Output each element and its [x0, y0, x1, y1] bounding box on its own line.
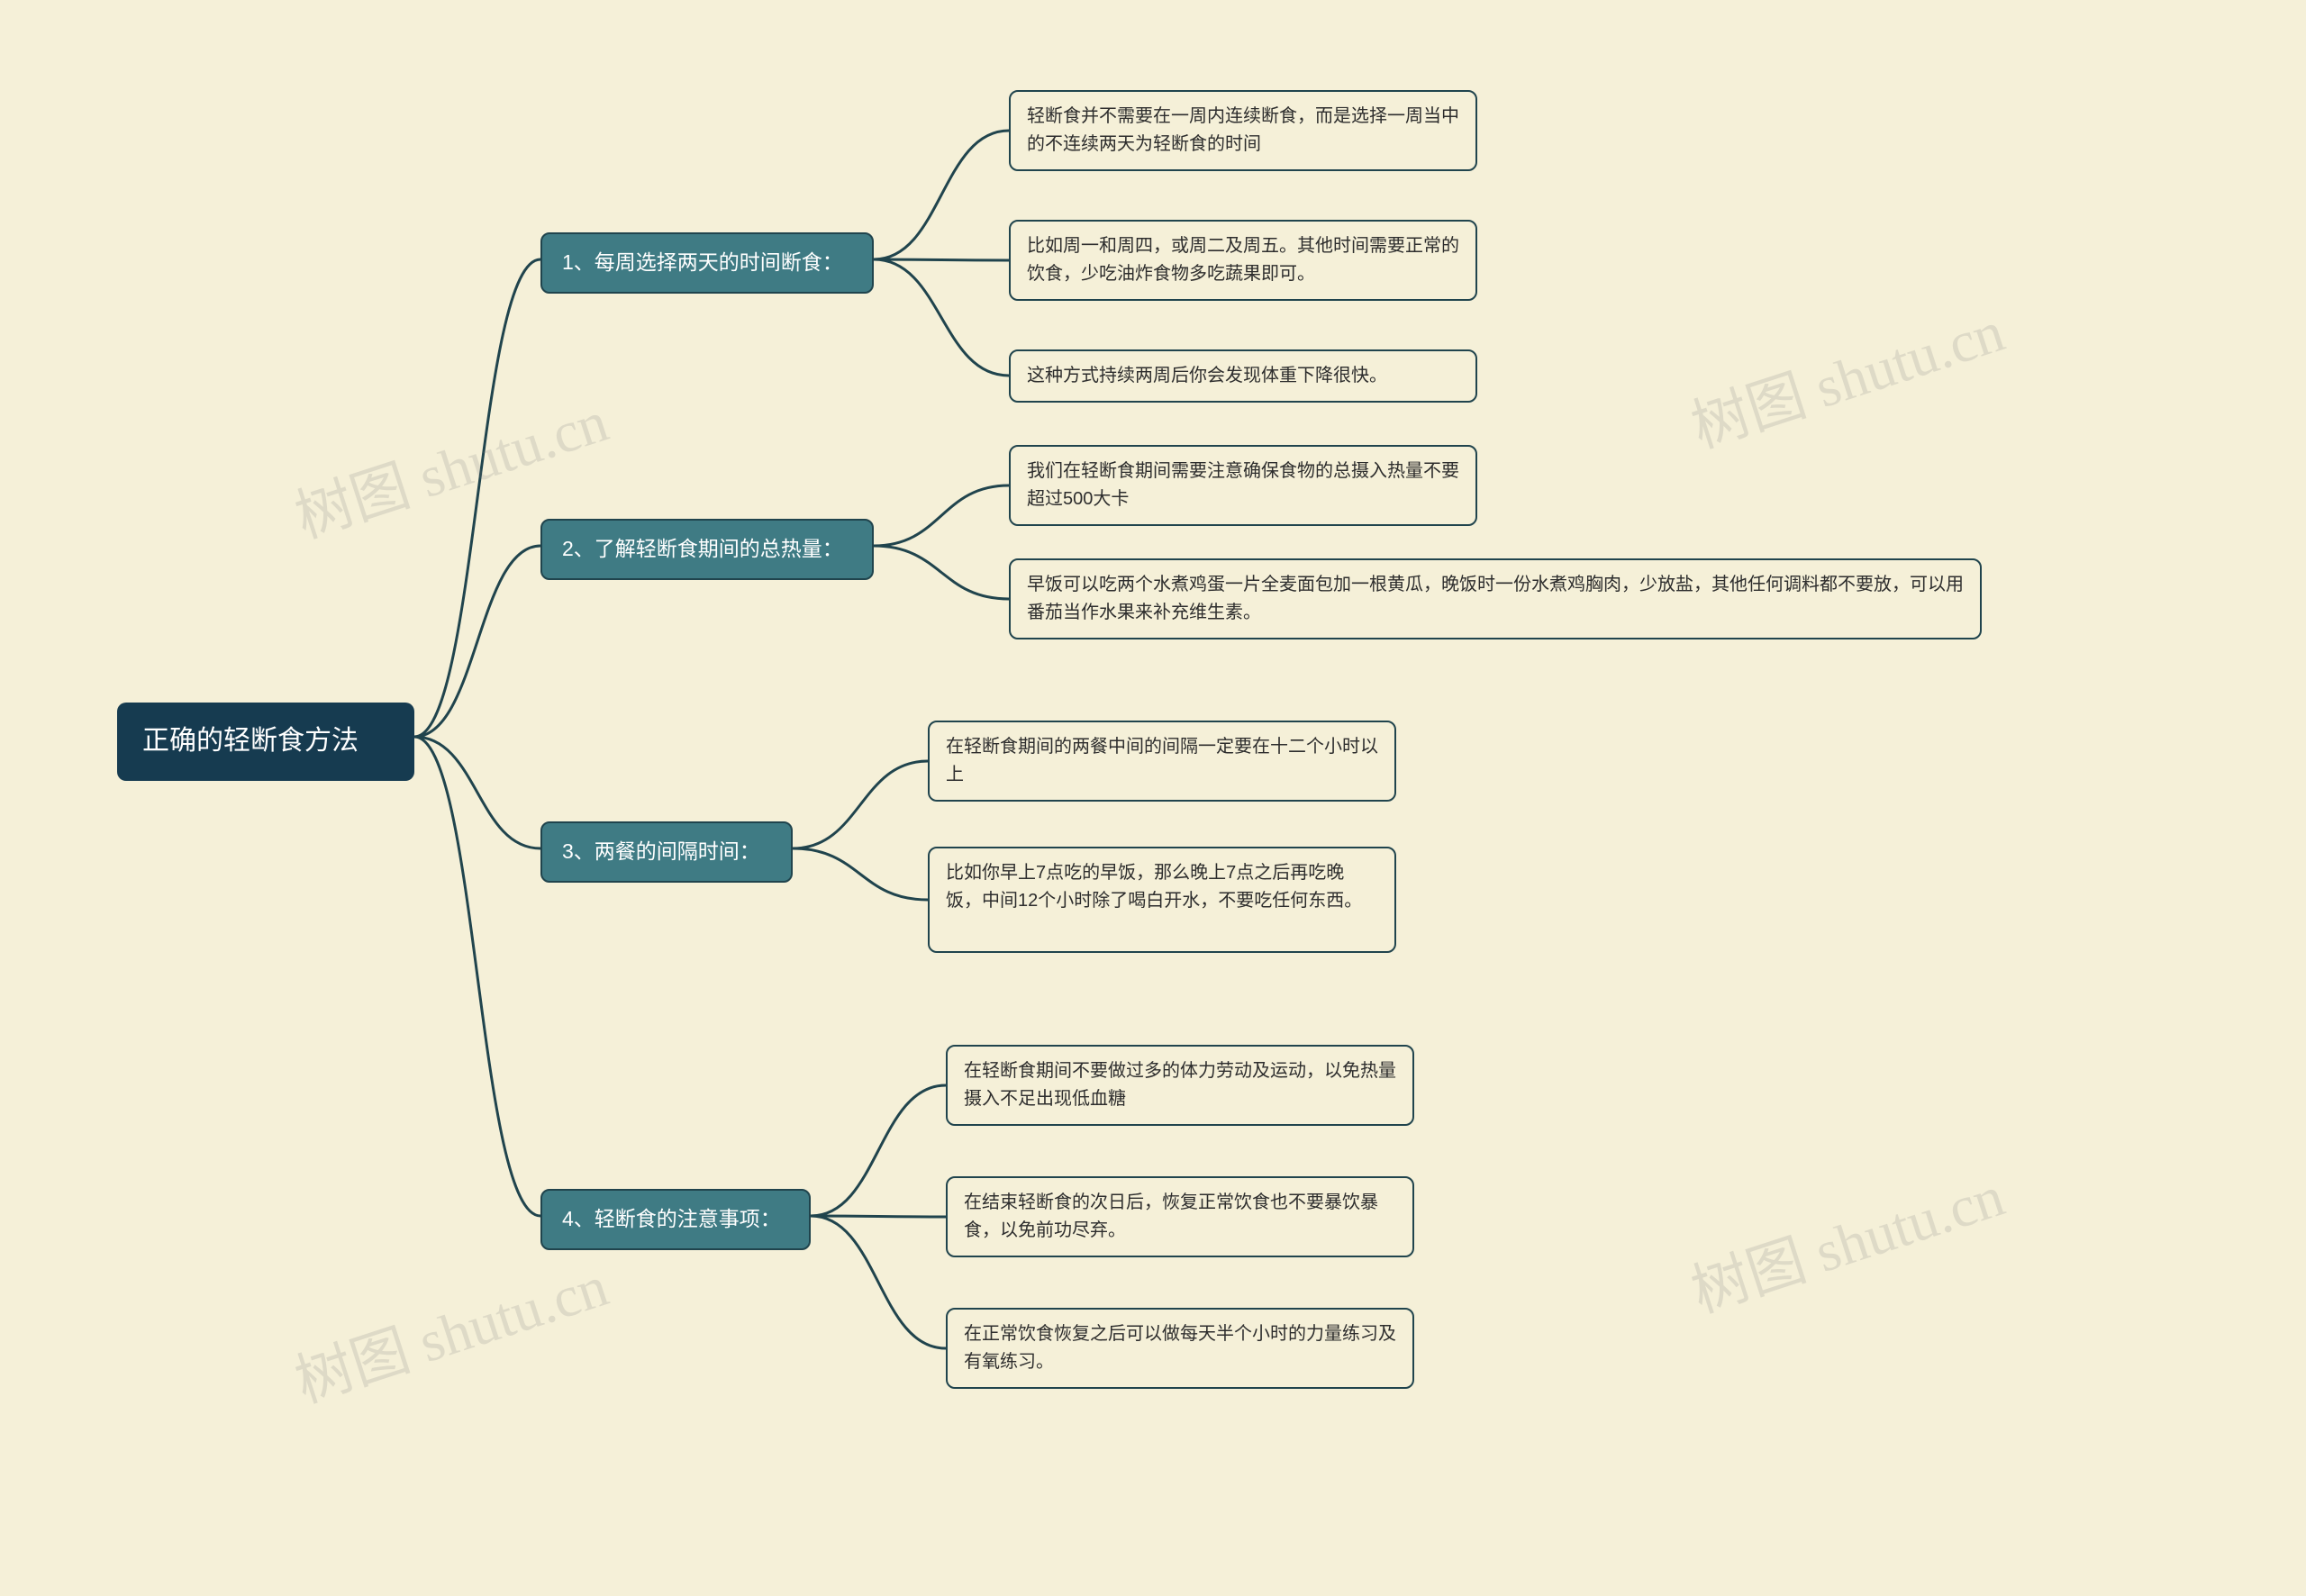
leaf-node-3-2: 比如你早上7点吃的早饭，那么晚上7点之后再吃晚饭，中间12个小时除了喝白开水，不…: [928, 847, 1396, 953]
branch-node-1: 1、每周选择两天的时间断食：: [540, 232, 874, 294]
leaf-node-1-3: 这种方式持续两周后你会发现体重下降很快。: [1009, 349, 1477, 403]
root-node: 正确的轻断食方法: [117, 703, 414, 781]
mindmap-canvas: 正确的轻断食方法 1、每周选择两天的时间断食： 轻断食并不需要在一周内连续断食，而是…: [0, 0, 2306, 1596]
branch-node-4: 4、轻断食的注意事项：: [540, 1189, 811, 1250]
leaf-node-2-1: 我们在轻断食期间需要注意确保食物的总摄入热量不要超过500大卡: [1009, 445, 1477, 526]
leaf-node-1-1: 轻断食并不需要在一周内连续断食，而是选择一周当中的不连续两天为轻断食的时间: [1009, 90, 1477, 171]
watermark: 树图 shutu.cn: [1680, 1150, 2013, 1328]
leaf-node-4-1: 在轻断食期间不要做过多的体力劳动及运动，以免热量摄入不足出现低血糖: [946, 1045, 1414, 1126]
leaf-node-1-2: 比如周一和周四，或周二及周五。其他时间需要正常的饮食，少吃油炸食物多吃蔬果即可。: [1009, 220, 1477, 301]
branch-node-3: 3、两餐的间隔时间：: [540, 821, 793, 883]
leaf-node-4-2: 在结束轻断食的次日后，恢复正常饮食也不要暴饮暴食，以免前功尽弃。: [946, 1176, 1414, 1257]
branch-node-2: 2、了解轻断食期间的总热量：: [540, 519, 874, 580]
watermark: 树图 shutu.cn: [284, 1240, 617, 1419]
leaf-node-3-1: 在轻断食期间的两餐中间的间隔一定要在十二个小时以上: [928, 721, 1396, 802]
watermark: 树图 shutu.cn: [1680, 286, 2013, 464]
leaf-node-2-2: 早饭可以吃两个水煮鸡蛋一片全麦面包加一根黄瓜，晚饭时一份水煮鸡胸肉，少放盐，其他…: [1009, 558, 1982, 639]
leaf-node-4-3: 在正常饮食恢复之后可以做每天半个小时的力量练习及有氧练习。: [946, 1308, 1414, 1389]
